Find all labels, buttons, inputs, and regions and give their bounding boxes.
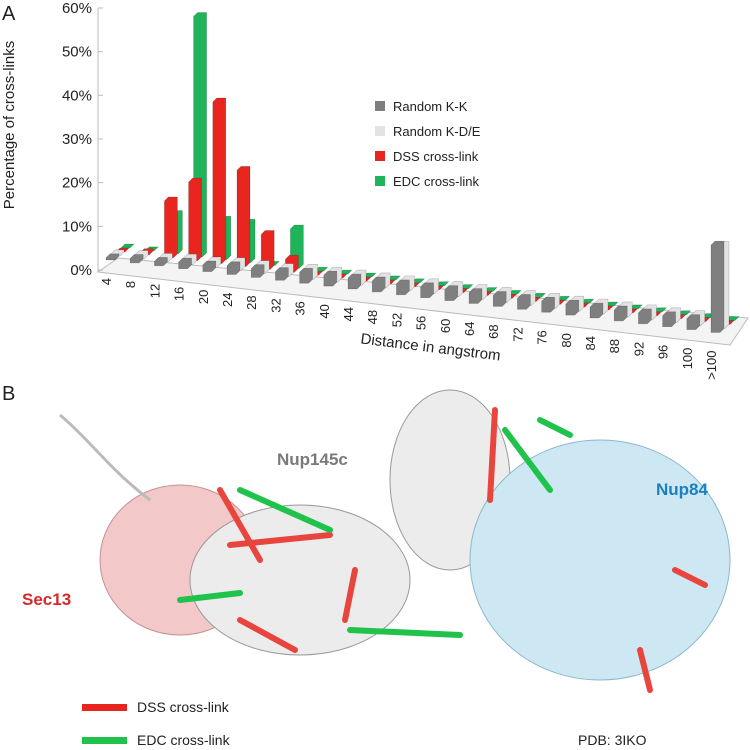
bar bbox=[371, 276, 386, 293]
panel-label: A bbox=[2, 3, 16, 25]
x-tick-label: 8 bbox=[123, 281, 138, 288]
x-tick-label: 68 bbox=[486, 324, 501, 338]
x-tick-label: 56 bbox=[414, 316, 429, 330]
x-tick-label: 96 bbox=[656, 345, 671, 359]
bar bbox=[260, 230, 275, 270]
x-tick-label: 92 bbox=[631, 342, 646, 356]
bar bbox=[105, 253, 120, 261]
bars bbox=[105, 12, 740, 333]
x-tick-label: 40 bbox=[317, 304, 332, 318]
legend-label: DSS cross-link bbox=[137, 699, 230, 715]
bar bbox=[662, 311, 676, 327]
legend-label: DSS cross-link bbox=[393, 149, 479, 164]
legend-label: EDC cross-link bbox=[393, 174, 479, 189]
legend-swatch bbox=[82, 704, 127, 711]
x-tick-label: 12 bbox=[147, 284, 162, 298]
pdb-id: PDB: 3IKO bbox=[578, 732, 647, 748]
panel-label: B bbox=[2, 383, 15, 405]
y-axis-label: Percentage of cross-links bbox=[1, 41, 18, 209]
bar bbox=[613, 305, 628, 322]
bar bbox=[396, 279, 410, 296]
x-tick-label: 52 bbox=[389, 313, 404, 327]
bar bbox=[120, 243, 135, 249]
legend-label: Random K-K bbox=[393, 99, 468, 114]
y-tick-label: 40% bbox=[62, 87, 92, 104]
bar bbox=[468, 288, 483, 304]
structure-label: Nup84 bbox=[656, 480, 709, 499]
legend-swatch bbox=[375, 151, 385, 161]
x-tick-label: 48 bbox=[365, 310, 380, 324]
x-tick-label: 64 bbox=[462, 322, 477, 336]
x-axis-label: Distance in angstrom bbox=[360, 331, 502, 365]
bar bbox=[275, 267, 289, 281]
legend-label: EDC cross-link bbox=[137, 732, 231, 748]
bar bbox=[250, 264, 265, 278]
bar bbox=[710, 240, 725, 333]
legend-label: Random K-D/E bbox=[393, 124, 481, 139]
bar bbox=[541, 296, 555, 313]
legend-swatch bbox=[375, 126, 385, 136]
legend-swatch bbox=[82, 737, 127, 744]
legend-swatch bbox=[375, 176, 385, 186]
y-tick-label: 60% bbox=[62, 0, 92, 17]
bar bbox=[212, 97, 227, 264]
bar bbox=[236, 166, 251, 267]
x-tick-label: 80 bbox=[559, 333, 574, 347]
bar bbox=[347, 273, 362, 290]
y-tick-label: 10% bbox=[62, 218, 92, 235]
x-tick-label: 24 bbox=[220, 293, 235, 307]
y-tick-label: 20% bbox=[62, 175, 92, 192]
bar bbox=[188, 177, 202, 261]
bar bbox=[420, 282, 434, 298]
x-tick-label: 100 bbox=[680, 348, 695, 370]
bar bbox=[589, 302, 604, 319]
x-tick-label: 32 bbox=[268, 298, 283, 312]
y-tick-label: 0% bbox=[70, 262, 92, 279]
bar bbox=[178, 257, 192, 269]
x-tick-label: >100 bbox=[704, 351, 719, 380]
bar bbox=[492, 291, 507, 307]
bar bbox=[226, 261, 241, 275]
x-tick-label: 16 bbox=[172, 287, 187, 301]
legend-swatch bbox=[375, 101, 385, 111]
x-tick-label: 88 bbox=[607, 339, 622, 353]
bar bbox=[517, 294, 531, 310]
bar bbox=[638, 308, 652, 325]
x-tick-label: 36 bbox=[293, 301, 308, 315]
x-tick-label: 72 bbox=[510, 327, 525, 341]
bar bbox=[444, 285, 459, 301]
x-tick-label: 20 bbox=[196, 290, 211, 304]
bar bbox=[164, 196, 178, 259]
structure bbox=[59, 389, 731, 693]
bar bbox=[154, 257, 168, 267]
y-tick-label: 50% bbox=[62, 44, 92, 61]
x-tick-label: 76 bbox=[535, 330, 550, 344]
bar bbox=[202, 260, 217, 272]
bar bbox=[686, 314, 701, 330]
bar bbox=[323, 270, 338, 287]
structure-label: Sec13 bbox=[22, 590, 71, 609]
x-tick-label: 28 bbox=[244, 295, 259, 309]
x-tick-label: 60 bbox=[438, 319, 453, 333]
bar bbox=[129, 254, 144, 264]
x-tick-label: 84 bbox=[583, 336, 598, 350]
structure-label: Nup145c bbox=[277, 450, 348, 469]
floor bbox=[96, 257, 749, 346]
y-tick-label: 30% bbox=[62, 131, 92, 148]
x-tick-label: 4 bbox=[99, 278, 114, 285]
x-tick-label: 44 bbox=[341, 307, 356, 321]
bar bbox=[299, 267, 313, 284]
bar bbox=[565, 299, 580, 316]
